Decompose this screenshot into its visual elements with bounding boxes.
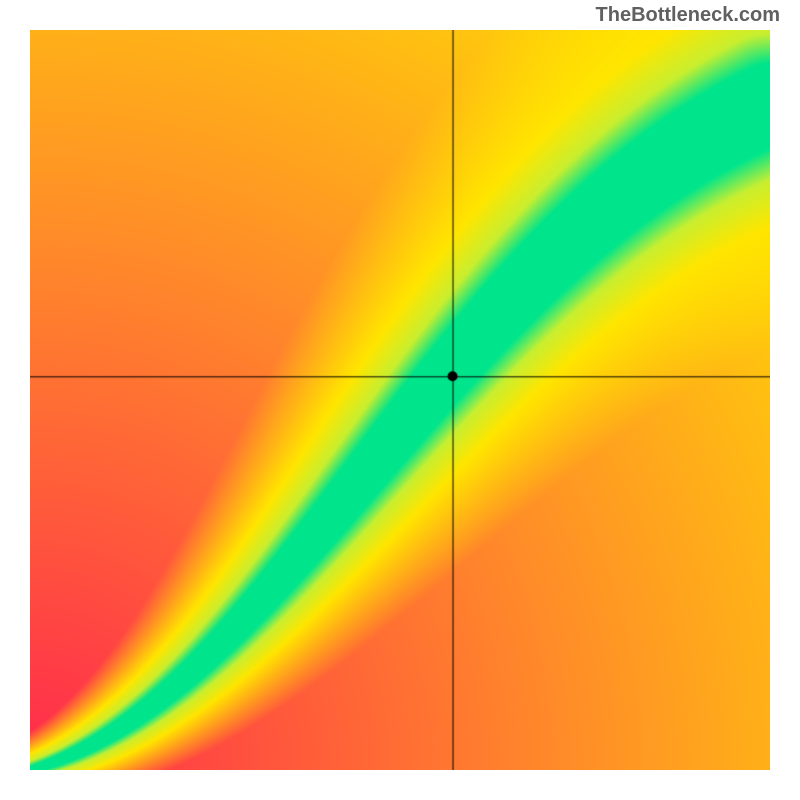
heatmap-chart: [30, 30, 770, 770]
heatmap-canvas: [30, 30, 770, 770]
watermark-text: TheBottleneck.com: [596, 4, 780, 27]
